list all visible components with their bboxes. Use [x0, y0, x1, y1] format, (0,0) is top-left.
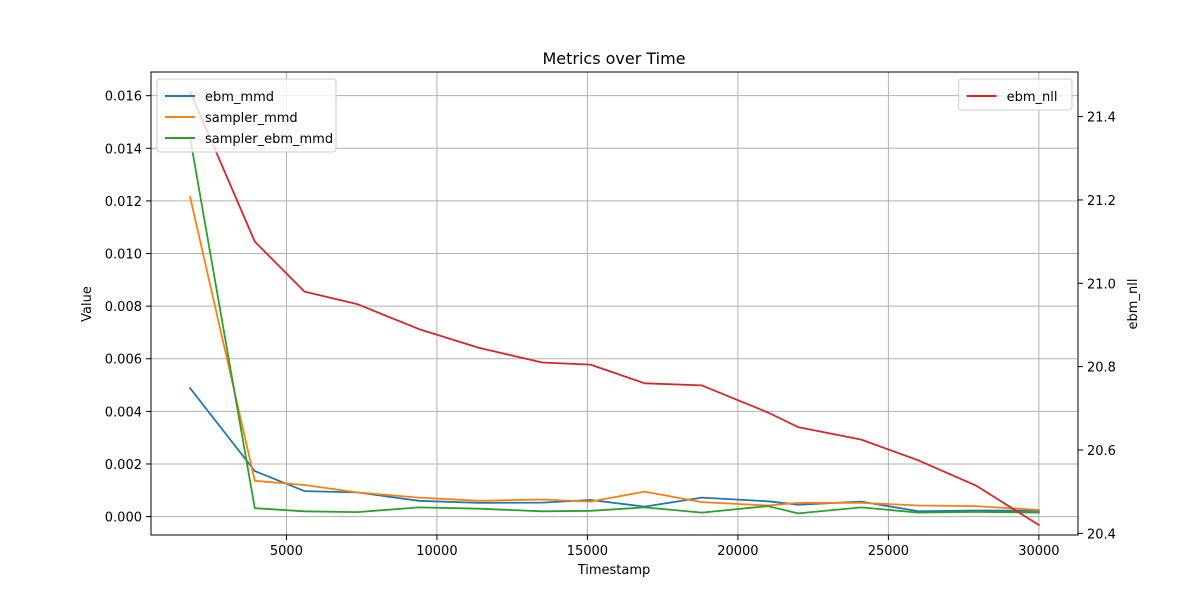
x-axis-label: Timestamp	[577, 563, 651, 578]
y-tick-label: 0.014	[105, 142, 142, 157]
legend-box	[156, 78, 337, 153]
y2-tick-label: 21.0	[1087, 277, 1116, 292]
y2-tick-label: 21.4	[1087, 111, 1116, 126]
x-tick-label: 10000	[416, 544, 457, 559]
left-axis-series	[188, 136, 1040, 515]
grid-lines	[151, 72, 1078, 535]
right-axis-series	[188, 90, 1041, 527]
x-tick-label: 20000	[717, 544, 758, 559]
y2-tick-label: 21.2	[1087, 194, 1116, 209]
x-tick-label: 25000	[868, 544, 909, 559]
legend-label: sampler_mmd	[205, 111, 298, 126]
x-tick-label: 30000	[1018, 544, 1059, 559]
x-tick-label: 5000	[270, 544, 303, 559]
chart-title: Metrics over Time	[542, 49, 685, 68]
y-tick-label: 0.012	[105, 195, 142, 210]
y-axis-ticks: 0.000 0.002 0.004 0.006 0.008 0.010 0.012 0.014…	[105, 90, 151, 526]
legend-right: ebm_nll	[958, 78, 1073, 111]
legend-label: ebm_nll	[1007, 90, 1058, 105]
y2-tick-label: 20.4	[1087, 527, 1116, 542]
legend-box	[958, 78, 1073, 111]
series-line-sampler-ebm-mmd	[189, 136, 1040, 515]
y-tick-label: 0.008	[105, 300, 142, 315]
series-line-sampler-mmd	[189, 195, 1040, 511]
y-tick-label: 0.010	[105, 248, 142, 263]
y2-axis-ticks: 20.4 20.6 20.8 21.0 21.2 21.4	[1078, 111, 1116, 542]
y-tick-label: 0.016	[105, 90, 142, 105]
legend-label: ebm_mmd	[205, 90, 274, 105]
y-tick-label: 0.006	[105, 353, 142, 368]
y-axis-label: Value	[80, 286, 95, 322]
y2-tick-label: 20.6	[1087, 444, 1116, 459]
x-axis-ticks: 5000 10000 15000 20000 25000 30000	[270, 535, 1060, 559]
legend-label: sampler_ebm_mmd	[205, 132, 333, 147]
y2-tick-label: 20.8	[1087, 361, 1116, 376]
y-tick-label: 0.004	[105, 405, 142, 420]
legend-left: ebm_mmd sampler_mmd sampler_ebm_mmd	[156, 78, 337, 153]
series-line-ebm-mmd	[188, 386, 1040, 513]
series-line-ebm-nll	[188, 90, 1041, 527]
y-tick-label: 0.002	[105, 458, 142, 473]
y2-axis-label: ebm_nll	[1126, 279, 1141, 330]
x-tick-label: 15000	[567, 544, 608, 559]
plot-frame	[150, 71, 1079, 536]
y-tick-label: 0.000	[105, 511, 142, 526]
